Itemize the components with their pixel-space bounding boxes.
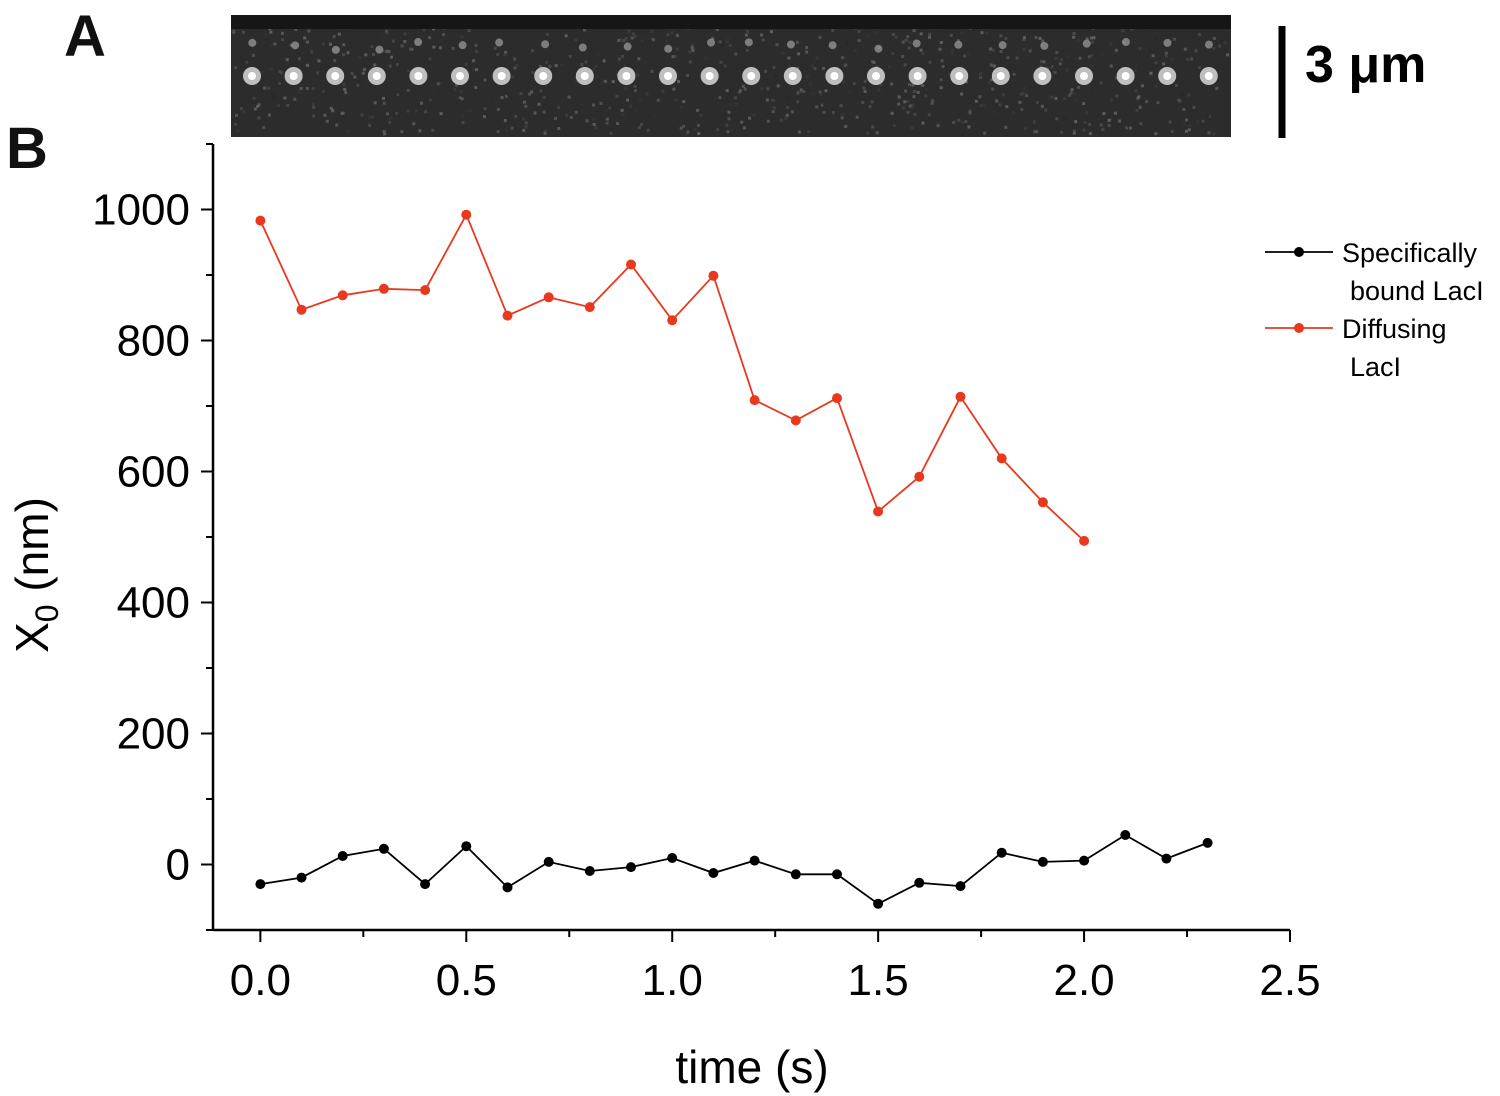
data-point-diffusing [996,453,1007,464]
data-point-diffusing [790,415,801,426]
data-point-diffusing [914,471,925,482]
data-point-bound [914,877,925,888]
x-tick-label: 2.5 [1259,956,1320,1005]
y-axis-title-spacer [6,592,58,605]
panel-label-a: A [64,4,106,69]
x-tick-label: 0.5 [436,956,497,1005]
data-point-diffusing [626,259,636,270]
data-point-diffusing [708,270,719,281]
data-point-bound [790,869,801,880]
data-point-diffusing [832,393,842,404]
series-line-diffusing [259,212,1085,542]
legend-label-bound: bound LacI [1350,276,1484,306]
data-point-diffusing [378,283,389,294]
data-point-bound [420,879,431,890]
legend: Specifically bound LacI Diffusing LacI [1265,238,1484,382]
legend-label-bound: Specifically [1342,238,1478,268]
x-tick-label: 0.0 [230,956,291,1005]
data-point-diffusing [255,215,266,226]
data-point-bound [255,879,266,890]
scale-bar-label: 3 μm [1305,36,1426,94]
data-point-diffusing [667,315,678,326]
data-point-diffusing [1037,497,1048,508]
y-tick-label: 200 [117,710,190,759]
series-line-bound [260,833,1208,905]
data-point-bound [626,862,636,873]
data-point-bound [543,856,554,867]
y-tick-label: 800 [117,317,190,366]
data-point-diffusing [337,290,348,301]
data-point-bound [749,855,760,866]
data-point-bound [461,841,472,852]
data-point-bound [337,851,348,861]
data-point-diffusing [461,209,472,220]
data-point-bound [1079,855,1090,866]
data-point-bound [296,872,307,883]
x-tick-label: 1.0 [642,956,703,1005]
data-point-bound [708,868,719,878]
data-point-diffusing [420,285,431,296]
plot-axes: 0.0 0.5 1.0 1.5 2.0 2.5 0 200 400 600 800 1000 [92,143,1321,1005]
y-axis-title-subscript: 0 [29,604,65,622]
data-point-diffusing [873,506,884,517]
data-point-diffusing [502,310,513,321]
legend-marker-bound [1294,247,1304,257]
y-tick-label: 600 [117,448,190,497]
data-point-diffusing [955,391,966,402]
data-point-bound [1120,830,1131,840]
y-axis-title-main: X [6,622,58,653]
kymograph-image [231,15,1231,137]
data-point-diffusing [296,304,307,315]
data-point-bound [584,866,595,876]
x-axis-title: time (s) [675,1041,828,1093]
data-point-bound [832,869,842,880]
data-point-bound [667,853,678,863]
y-tick-label: 0 [166,841,190,890]
y-tick-label: 1000 [92,186,190,235]
data-point-bound [996,847,1007,858]
data-point-diffusing [1079,535,1090,546]
plot-series [255,209,1213,909]
data-point-bound [502,882,513,893]
data-point-bound [873,898,884,909]
panel-label-b: B [6,116,48,181]
x-tick-label: 1.5 [848,956,909,1005]
legend-marker-diffusing [1294,323,1304,333]
data-point-bound [1202,837,1213,848]
legend-label-diffusing: LacI [1350,352,1401,382]
y-axis-title-unit: (nm) [6,497,58,592]
y-tick-label: 400 [117,579,190,628]
data-point-bound [955,881,966,892]
legend-label-diffusing: Diffusing [1342,314,1447,344]
data-point-bound [1161,853,1172,864]
data-point-bound [378,843,389,854]
y-axis-title: X0 (nm) [6,497,65,653]
x-tick-label: 2.0 [1053,956,1114,1005]
data-point-bound [1037,856,1048,867]
data-point-diffusing [584,302,595,313]
data-point-diffusing [543,292,554,303]
data-point-diffusing [749,395,760,406]
